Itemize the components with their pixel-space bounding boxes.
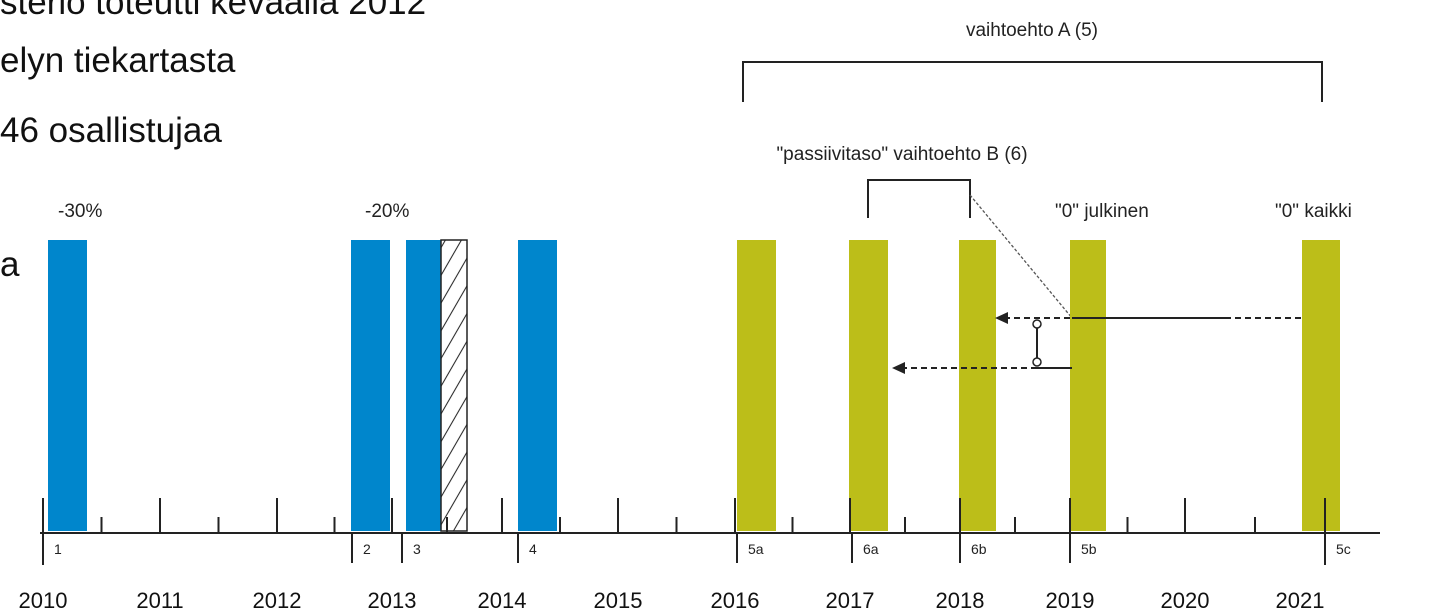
bar	[351, 240, 390, 531]
year-label: 2015	[594, 588, 643, 613]
bar-label: 5b	[1081, 541, 1097, 557]
bar	[406, 240, 441, 531]
hatched-bar	[440, 239, 468, 532]
bar	[959, 240, 996, 531]
annotation: "0" julkinen	[1055, 201, 1149, 222]
arrow-head	[892, 362, 905, 374]
bar-label: 4	[529, 541, 537, 557]
year-label: 2013	[368, 588, 417, 613]
bar	[849, 240, 888, 531]
bar-label: 1	[54, 541, 62, 557]
annotation: "0" kaikki	[1275, 201, 1352, 222]
bar-label: 5c	[1336, 541, 1351, 557]
annotation: -20%	[365, 201, 409, 222]
year-label: 2016	[711, 588, 760, 613]
year-label: 2011	[136, 588, 183, 613]
slide-text: 46 osallistujaa	[0, 111, 222, 150]
bar	[1302, 240, 1340, 531]
bracket-label: vaihtoehto A (5)	[966, 20, 1098, 41]
annotation: -30%	[58, 201, 102, 222]
axis-group: 1 2 3 4 5a 6a 6b 5b 5c 2010 2011 2012 2013 2014 2015 20…	[19, 498, 1351, 613]
bracket-label: "passiivitaso" vaihtoehto B (6)	[776, 144, 1027, 165]
slide-text: sterio toteutti keväällä 2012	[0, 0, 426, 22]
year-label: 2019	[1046, 588, 1095, 613]
year-label: 2014	[478, 588, 527, 613]
bar	[737, 240, 776, 531]
connector	[969, 194, 1073, 319]
year-label: 2020	[1161, 588, 1210, 613]
year-label: 2017	[826, 588, 875, 613]
year-label: 2018	[936, 588, 985, 613]
node	[1032, 319, 1042, 329]
bar-label: 3	[413, 541, 421, 557]
bar-label: 5a	[748, 541, 764, 557]
bracket	[742, 61, 1323, 102]
bar	[518, 240, 557, 531]
bars	[48, 240, 1340, 531]
bar-label: 2	[363, 541, 371, 557]
bar-label: 6b	[971, 541, 987, 557]
arrow-head	[995, 312, 1008, 324]
year-label: 2012	[253, 588, 302, 613]
bar	[48, 240, 87, 531]
year-label: 2021	[1276, 588, 1325, 613]
bar-label: 6a	[863, 541, 879, 557]
slide-text: elyn tiekartasta	[0, 41, 236, 80]
bracket	[867, 179, 971, 218]
slide-text: a	[0, 245, 20, 284]
node	[1032, 357, 1042, 367]
year-label: 2010	[19, 588, 68, 613]
bar	[1070, 240, 1106, 531]
